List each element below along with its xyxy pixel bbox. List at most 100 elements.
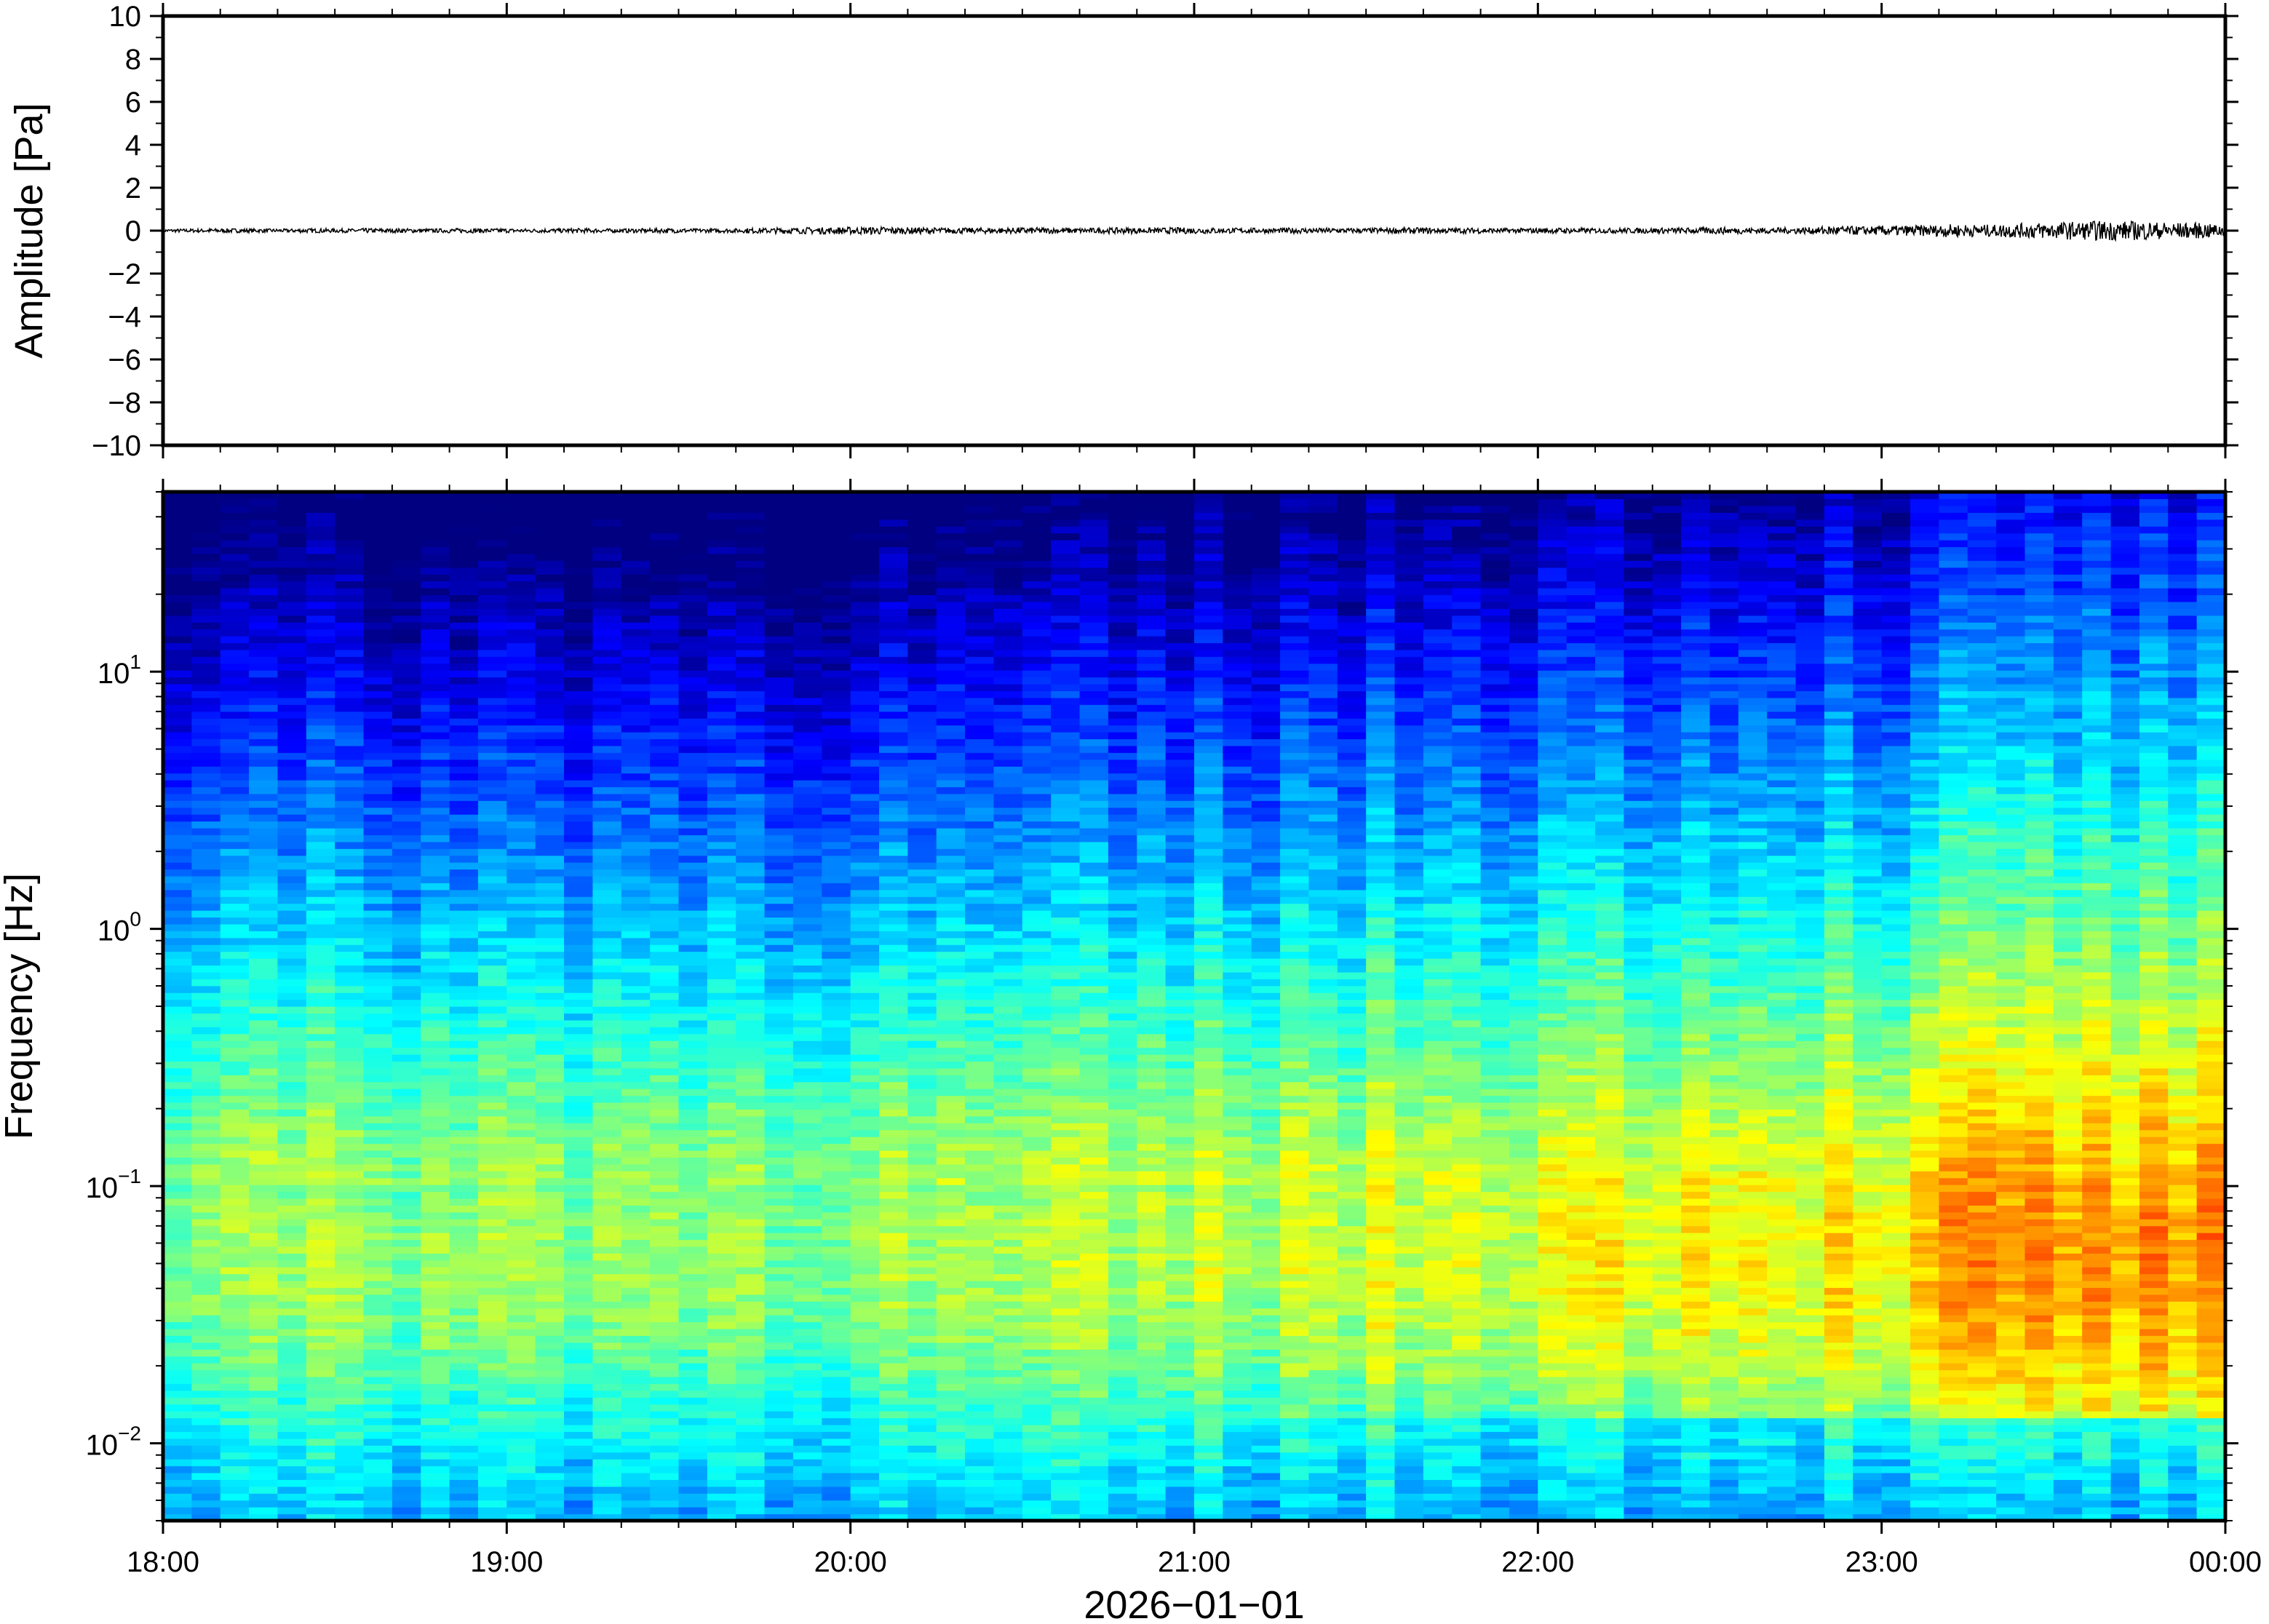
spectrogram-cell bbox=[650, 1377, 680, 1385]
spectrogram-cell bbox=[621, 814, 651, 822]
spectrogram-cell bbox=[249, 1143, 279, 1151]
spectrogram-cell bbox=[736, 581, 766, 589]
spectrogram-cell bbox=[678, 923, 708, 931]
spectrogram-cell bbox=[879, 944, 908, 952]
spectrogram-cell bbox=[792, 807, 822, 815]
spectrogram-cell bbox=[191, 1157, 221, 1165]
spectrogram-cell bbox=[678, 1013, 708, 1021]
spectrogram-cell bbox=[306, 622, 335, 630]
spectrogram-cell bbox=[535, 731, 565, 739]
spectrogram-cell bbox=[850, 601, 880, 609]
spectrogram-cell bbox=[191, 553, 221, 561]
spectrogram-cell bbox=[792, 1019, 822, 1027]
spectrogram-cell bbox=[792, 1445, 822, 1453]
spectrogram-cell bbox=[965, 1465, 995, 1473]
spectrogram-cell bbox=[477, 1445, 507, 1453]
spectrogram-cell bbox=[1022, 814, 1052, 822]
spectrogram-cell bbox=[993, 731, 1023, 739]
spectrogram-cell bbox=[191, 629, 221, 637]
spectrogram-cell bbox=[335, 979, 365, 987]
spectrogram-cell bbox=[993, 539, 1023, 548]
spectrogram-cell bbox=[477, 773, 507, 781]
spectrogram-cell bbox=[163, 581, 192, 589]
spectrogram-cell bbox=[879, 1377, 908, 1385]
spectrogram-cell bbox=[936, 1404, 966, 1412]
spectrogram-cell bbox=[1079, 1088, 1109, 1096]
spectrogram-cell bbox=[363, 883, 393, 891]
spectrogram-cell bbox=[306, 1157, 335, 1165]
spectrogram-cell bbox=[879, 1383, 908, 1391]
spectrogram-cell bbox=[392, 793, 421, 801]
spectrogram-cell bbox=[850, 1349, 880, 1357]
spectrogram-cell bbox=[792, 1095, 822, 1103]
spectrogram-cell bbox=[277, 1088, 307, 1096]
spectrogram-cell bbox=[421, 492, 450, 500]
spectrogram-cell bbox=[678, 1233, 708, 1241]
spectrogram-cell bbox=[792, 1377, 822, 1385]
spectrogram-cell bbox=[822, 1225, 851, 1233]
spectrogram-cell bbox=[220, 690, 250, 698]
spectrogram-cell bbox=[736, 1294, 766, 1302]
spectrogram-cell bbox=[592, 622, 622, 630]
spectrogram-cell bbox=[277, 574, 307, 582]
spectrogram-cell bbox=[792, 1411, 822, 1419]
spectrogram-cell bbox=[822, 1335, 851, 1343]
spectrogram-cell bbox=[678, 574, 708, 582]
spectrogram-cell bbox=[736, 594, 766, 602]
spectrogram-cell bbox=[764, 862, 794, 870]
spectrogram-cell bbox=[191, 1171, 221, 1179]
spectrogram-cell bbox=[678, 1452, 708, 1460]
spectrogram-cell bbox=[392, 1177, 421, 1185]
spectrogram-cell bbox=[936, 841, 966, 849]
spectrogram-cell bbox=[707, 1307, 736, 1315]
spectrogram-cell bbox=[736, 752, 766, 760]
spectrogram-cell bbox=[220, 1191, 250, 1199]
spectrogram-cell bbox=[363, 896, 393, 904]
spectrogram-cell bbox=[1051, 951, 1081, 959]
spectrogram-cell bbox=[736, 1246, 766, 1254]
spectrogram-cell bbox=[306, 635, 335, 643]
spectrogram-cell bbox=[506, 1115, 536, 1123]
spectrogram-cell bbox=[678, 1253, 708, 1261]
spectrogram-cell bbox=[220, 745, 250, 753]
spectrogram-cell bbox=[993, 1493, 1023, 1501]
spectrogram-cell bbox=[850, 739, 880, 747]
spectrogram-cell bbox=[678, 594, 708, 602]
spectrogram-cell bbox=[764, 1191, 794, 1199]
spectrogram-cell bbox=[1051, 1273, 1081, 1281]
spectrogram-cell bbox=[220, 1219, 250, 1227]
spectrogram-cell bbox=[249, 1109, 279, 1117]
spectrogram-cell bbox=[535, 1040, 565, 1048]
spectrogram-cell bbox=[764, 855, 794, 863]
spectrogram-cell bbox=[621, 1150, 651, 1158]
spectrogram-cell bbox=[335, 677, 365, 685]
spectrogram-cell bbox=[678, 855, 708, 863]
spectrogram-cell bbox=[220, 1438, 250, 1446]
spectrogram-cell bbox=[621, 979, 651, 987]
spectrogram-cell bbox=[163, 1404, 192, 1412]
spectrogram-cell bbox=[449, 1294, 479, 1302]
spectrogram-cell bbox=[421, 601, 450, 609]
spectrogram-cell bbox=[449, 1205, 479, 1213]
spectrogram-cell bbox=[506, 773, 536, 781]
spectrogram-cell bbox=[449, 979, 479, 987]
spectrogram-cell bbox=[564, 937, 594, 945]
spectrogram-cell bbox=[191, 1054, 221, 1062]
spectrogram-cell bbox=[163, 642, 192, 650]
spectrogram-cell bbox=[678, 971, 708, 979]
spectrogram-cell bbox=[163, 773, 192, 781]
spectrogram-cell bbox=[822, 1171, 851, 1179]
spectrogram-cell bbox=[1022, 779, 1052, 787]
spectrogram-cell bbox=[363, 1185, 393, 1193]
spectrogram-cell bbox=[163, 1006, 192, 1014]
spectrogram-cell bbox=[535, 1198, 565, 1206]
spectrogram-cell bbox=[707, 951, 736, 959]
spectrogram-cell bbox=[506, 1383, 536, 1391]
spectrogram-cell bbox=[764, 766, 794, 774]
spectrogram-cell bbox=[822, 1445, 851, 1453]
spectrogram-cell bbox=[506, 875, 536, 883]
spectrogram-cell bbox=[506, 1033, 536, 1041]
spectrogram-cell bbox=[707, 492, 736, 500]
spectrogram-cell bbox=[392, 546, 421, 554]
spectrogram-cell bbox=[650, 937, 680, 945]
